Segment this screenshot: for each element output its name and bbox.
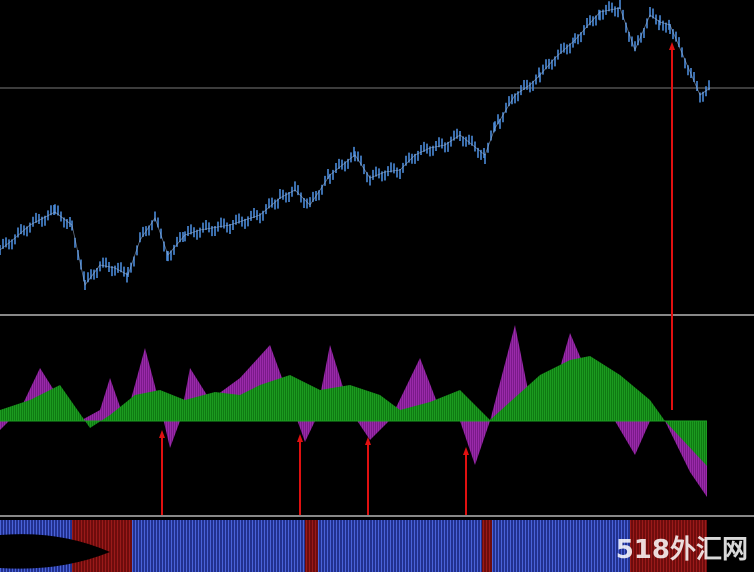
- arrow-head: [669, 42, 675, 50]
- strip-shadow: [0, 534, 110, 569]
- strip-segment: [305, 520, 318, 572]
- arrow-head: [463, 447, 469, 455]
- strip-segment: [318, 520, 482, 572]
- strip-segment: [492, 520, 630, 572]
- arrow-head: [297, 434, 303, 442]
- arrow-head: [365, 437, 371, 445]
- watermark: 518外汇网: [616, 535, 748, 565]
- arrow-head: [159, 430, 165, 438]
- strip-segment: [482, 520, 492, 572]
- histogram-green: [0, 356, 707, 466]
- price-line: [0, 7, 711, 286]
- strip-segment: [630, 520, 707, 572]
- strip-segment: [132, 520, 305, 572]
